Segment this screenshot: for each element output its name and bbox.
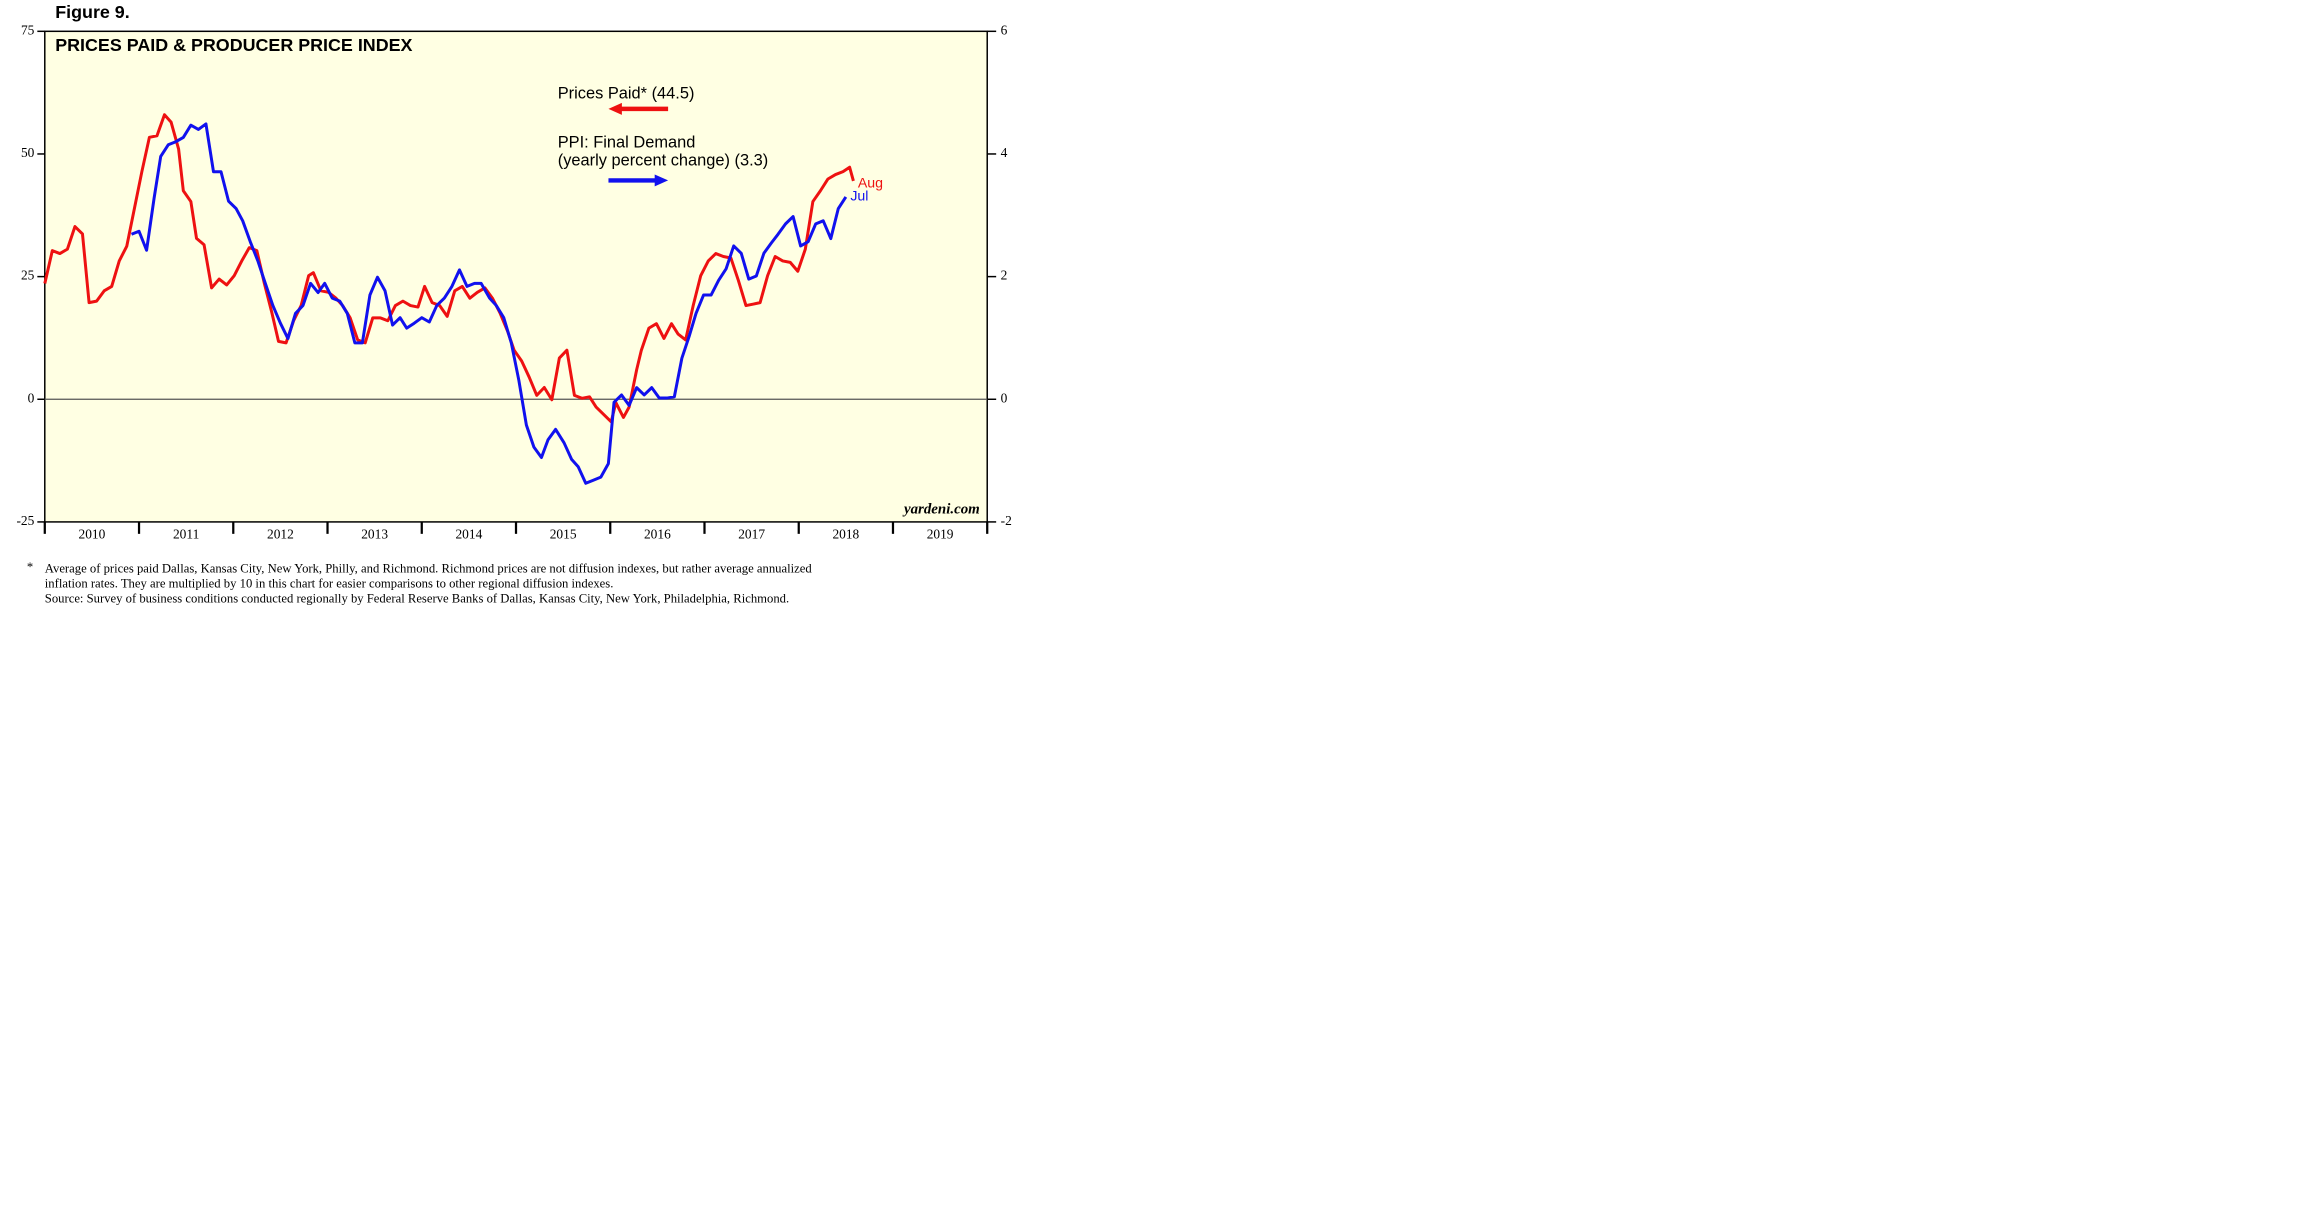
y2-tick-label: 2	[1001, 268, 1008, 283]
x-tick-label: 2011	[173, 526, 199, 541]
figure-label: Figure 9.	[55, 2, 129, 22]
legend-arrowhead	[608, 102, 622, 115]
series-line	[130, 122, 848, 485]
x-tick-label: 2014	[455, 526, 482, 541]
footnote-line: Average of prices paid Dallas, Kansas Ci…	[45, 562, 813, 576]
x-tick-label: 2013	[361, 526, 388, 541]
y-tick-label: 50	[21, 145, 35, 160]
footnote-marker: *	[27, 560, 33, 574]
footnote-line: inflation rates. They are multiplied by …	[45, 576, 614, 590]
end-label: Aug	[858, 176, 883, 192]
x-tick-label: 2015	[550, 526, 577, 541]
y2-tick-label: -2	[1001, 513, 1012, 528]
legend-arrowhead	[654, 174, 669, 187]
series-line	[43, 113, 855, 424]
legend-label: Prices Paid* (44.5)	[558, 84, 695, 102]
y2-tick-label: 4	[1001, 145, 1008, 160]
y-tick-label: 25	[21, 268, 35, 283]
x-tick-label: 2010	[79, 526, 106, 541]
end-label: Jul	[850, 189, 868, 205]
y2-tick-label: 0	[1001, 390, 1008, 405]
legend-label: PPI: Final Demand	[558, 133, 696, 151]
x-tick-label: 2012	[267, 526, 294, 541]
watermark: yardeni.com	[902, 501, 980, 517]
x-tick-label: 2016	[644, 526, 671, 541]
y-tick-label: -25	[16, 513, 34, 528]
legend-note: (yearly percent change) (3.3)	[558, 151, 768, 169]
y2-tick-label: 6	[1001, 22, 1008, 37]
y-tick-label: 0	[28, 390, 35, 405]
chart-title: PRICES PAID & PRODUCER PRICE INDEX	[55, 35, 412, 55]
x-tick-label: 2019	[927, 526, 954, 541]
footnote-line: Source: Survey of business conditions co…	[45, 591, 789, 605]
y-tick-label: 75	[21, 22, 35, 37]
x-tick-label: 2018	[832, 526, 859, 541]
x-tick-label: 2017	[738, 526, 765, 541]
plot-area	[44, 30, 988, 523]
